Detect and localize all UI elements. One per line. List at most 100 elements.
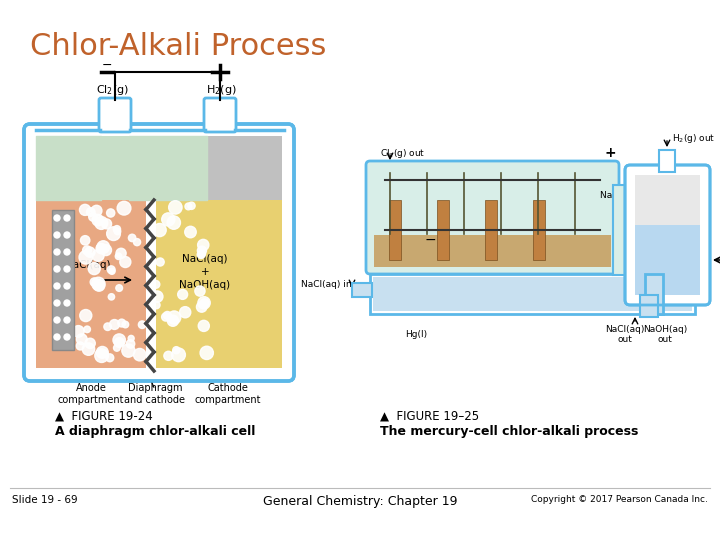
Text: ▲  FIGURE 19–25: ▲ FIGURE 19–25 xyxy=(380,410,479,423)
Circle shape xyxy=(151,291,163,302)
Circle shape xyxy=(161,313,170,321)
Circle shape xyxy=(126,340,135,348)
FancyBboxPatch shape xyxy=(625,165,710,305)
Circle shape xyxy=(118,319,125,327)
Circle shape xyxy=(92,214,104,226)
Circle shape xyxy=(93,280,105,291)
Circle shape xyxy=(54,215,60,221)
Text: Cathode
compartment: Cathode compartment xyxy=(194,383,261,404)
Circle shape xyxy=(88,262,100,275)
Bar xyxy=(635,225,700,295)
Bar xyxy=(370,274,695,314)
Circle shape xyxy=(109,268,115,274)
Circle shape xyxy=(73,326,84,337)
Circle shape xyxy=(90,278,99,286)
Circle shape xyxy=(95,217,108,230)
FancyBboxPatch shape xyxy=(366,161,619,274)
Text: General Chemistry: Chapter 19: General Chemistry: Chapter 19 xyxy=(263,495,457,508)
Bar xyxy=(533,200,545,260)
Circle shape xyxy=(109,320,120,329)
Circle shape xyxy=(153,301,160,309)
Circle shape xyxy=(162,213,175,226)
Circle shape xyxy=(76,334,87,345)
Circle shape xyxy=(197,251,204,259)
Bar xyxy=(352,283,372,297)
Circle shape xyxy=(64,283,70,289)
Circle shape xyxy=(178,289,188,299)
Circle shape xyxy=(91,205,102,216)
Text: ▲  FIGURE 19-24: ▲ FIGURE 19-24 xyxy=(55,410,153,423)
Circle shape xyxy=(64,232,70,238)
Circle shape xyxy=(128,234,136,241)
Circle shape xyxy=(188,202,195,210)
Text: Cl$_2$(g): Cl$_2$(g) xyxy=(96,83,130,97)
Circle shape xyxy=(80,309,92,322)
Bar xyxy=(645,274,663,314)
Bar xyxy=(389,200,401,260)
Circle shape xyxy=(54,266,60,272)
Bar xyxy=(659,150,675,172)
Text: NaOH(aq)
out: NaOH(aq) out xyxy=(643,325,687,345)
Circle shape xyxy=(83,246,91,255)
Circle shape xyxy=(171,348,186,362)
FancyBboxPatch shape xyxy=(204,98,236,132)
Circle shape xyxy=(197,239,209,251)
Circle shape xyxy=(107,266,115,274)
Circle shape xyxy=(164,351,173,360)
Circle shape xyxy=(114,338,125,347)
Text: Diaphragm
and cathode: Diaphragm and cathode xyxy=(125,383,186,404)
Circle shape xyxy=(122,321,129,328)
Circle shape xyxy=(81,235,90,245)
Circle shape xyxy=(76,342,84,350)
Circle shape xyxy=(168,311,181,324)
Circle shape xyxy=(85,338,95,348)
Bar xyxy=(156,136,282,200)
Circle shape xyxy=(54,249,60,255)
Text: The mercury-cell chlor-alkali process: The mercury-cell chlor-alkali process xyxy=(380,425,639,438)
Circle shape xyxy=(89,213,97,221)
Circle shape xyxy=(64,249,70,255)
Circle shape xyxy=(117,201,131,215)
Circle shape xyxy=(167,216,181,229)
Bar xyxy=(613,185,631,275)
FancyBboxPatch shape xyxy=(24,124,294,381)
Circle shape xyxy=(173,347,180,354)
Circle shape xyxy=(107,227,120,240)
Circle shape xyxy=(108,294,114,300)
Circle shape xyxy=(153,224,166,237)
Circle shape xyxy=(64,266,70,272)
Circle shape xyxy=(79,204,91,215)
Text: H$_2$(g) out: H$_2$(g) out xyxy=(672,132,715,145)
Circle shape xyxy=(95,349,109,362)
Circle shape xyxy=(167,315,179,326)
Circle shape xyxy=(96,244,107,254)
Bar xyxy=(635,175,700,225)
Circle shape xyxy=(97,241,109,253)
Circle shape xyxy=(115,253,122,260)
Circle shape xyxy=(197,246,207,255)
Circle shape xyxy=(163,312,171,319)
Circle shape xyxy=(92,249,104,261)
Text: Cl$_2$(g) out: Cl$_2$(g) out xyxy=(380,147,426,160)
Circle shape xyxy=(198,296,210,309)
Text: H$_2$(g): H$_2$(g) xyxy=(206,83,236,97)
Circle shape xyxy=(107,209,114,217)
Text: −: − xyxy=(102,58,112,71)
Text: Copyright © 2017 Pearson Canada Inc.: Copyright © 2017 Pearson Canada Inc. xyxy=(531,495,708,504)
Circle shape xyxy=(200,346,213,360)
Circle shape xyxy=(54,232,60,238)
Text: Hg(l): Hg(l) xyxy=(405,330,427,339)
Bar xyxy=(485,200,497,260)
Text: A diaphragm chlor-alkali cell: A diaphragm chlor-alkali cell xyxy=(55,425,256,438)
Circle shape xyxy=(116,248,126,259)
Circle shape xyxy=(120,256,131,267)
Text: NaCl(aq)
+
NaOH(aq): NaCl(aq) + NaOH(aq) xyxy=(179,254,230,290)
Circle shape xyxy=(82,343,95,355)
Bar xyxy=(628,283,648,297)
Circle shape xyxy=(113,226,120,233)
Circle shape xyxy=(54,317,60,323)
Text: −: − xyxy=(424,233,436,247)
Circle shape xyxy=(96,347,108,358)
Bar xyxy=(36,136,146,200)
Circle shape xyxy=(133,239,140,246)
